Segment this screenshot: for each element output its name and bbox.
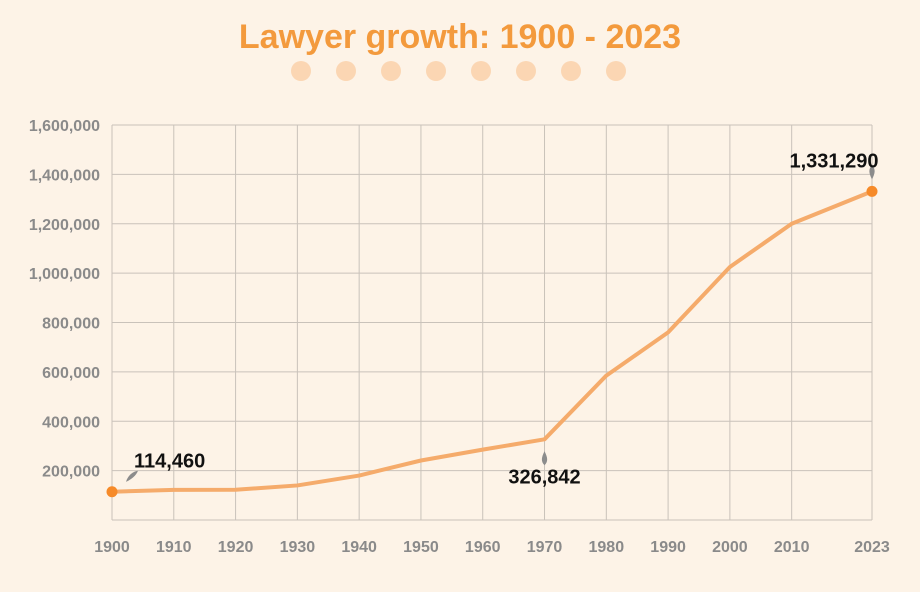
y-tick-label: 1,000,000: [29, 266, 100, 283]
y-tick-label: 600,000: [42, 365, 100, 382]
decorative-dot: [291, 61, 311, 81]
x-tick-label: 1960: [465, 539, 501, 556]
callout-pin-icon: [869, 165, 875, 180]
data-point-marker: [866, 185, 878, 197]
x-tick-label: 1920: [218, 539, 254, 556]
data-point-marker: [106, 486, 118, 498]
y-tick-label: 400,000: [42, 414, 100, 431]
y-tick-label: 1,600,000: [29, 118, 100, 135]
y-tick-label: 1,400,000: [29, 167, 100, 184]
data-label: 114,460: [134, 451, 205, 473]
data-label: 326,842: [508, 466, 580, 488]
data-label: 1,331,290: [790, 150, 879, 172]
decorative-dot: [426, 61, 446, 81]
decorative-dots: [291, 61, 626, 81]
decorative-dot: [336, 61, 356, 81]
grid-lines: [111, 124, 873, 521]
decorative-dot: [606, 61, 626, 81]
y-tick-label: 800,000: [42, 316, 100, 333]
y-tick-label: 200,000: [42, 464, 100, 481]
x-tick-label: 1950: [403, 539, 439, 556]
decorative-dot: [471, 61, 491, 81]
x-tick-label: 1970: [527, 539, 563, 556]
decorative-dot: [381, 61, 401, 81]
callout-pin-icon: [541, 451, 548, 466]
series-line: [110, 189, 874, 494]
decorative-dot: [561, 61, 581, 81]
x-tick-label: 1930: [280, 539, 316, 556]
x-tick-label: 1990: [650, 539, 686, 556]
x-tick-label: 1900: [94, 539, 130, 556]
y-tick-label: 1,200,000: [29, 217, 100, 234]
x-tick-label: 2023: [854, 539, 890, 556]
x-tick-label: 1940: [341, 539, 377, 556]
chart-title: Lawyer growth: 1900 - 2023: [239, 18, 681, 56]
x-tick-label: 2010: [774, 539, 810, 556]
x-tick-label: 1910: [156, 539, 192, 556]
y-axis-ticks: 200,000 400,000 600,000 800,000 1,000,000 1,2…: [29, 118, 100, 481]
x-axis-ticks: 1900 1910 1920 1930 1940 1950 1960 1970 1980 1990…: [94, 539, 890, 556]
x-tick-label: 1980: [589, 539, 625, 556]
decorative-dot: [516, 61, 536, 81]
callout-pin-icon: [126, 470, 138, 482]
data-callouts: 114,460 326,842 1,331,290: [126, 150, 878, 488]
endpoint-markers: [106, 185, 878, 498]
x-tick-label: 2000: [712, 539, 748, 556]
